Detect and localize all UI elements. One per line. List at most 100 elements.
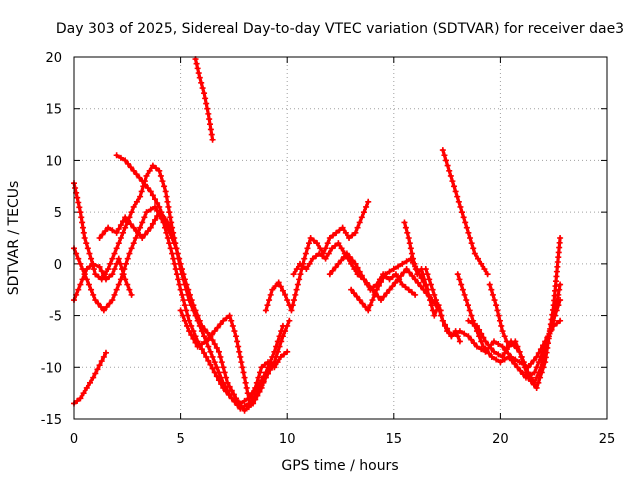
data-point [164,198,171,205]
data-point [90,260,97,267]
data-point [220,384,227,391]
data-point [467,235,474,241]
data-point [514,343,521,350]
data-point [234,338,241,345]
data-point [92,297,99,304]
data-point [362,303,369,310]
data-point [126,286,133,293]
data-point [156,203,163,210]
data-point [117,154,124,161]
data-point [329,267,336,274]
data-point [111,266,118,273]
data-point [111,250,118,257]
data-point [126,250,133,257]
data-point [537,364,544,371]
data-point [208,331,215,338]
data-point [439,317,446,324]
series-line [179,308,289,400]
x-tick-label: 15 [386,432,403,447]
data-point [303,266,310,273]
data-point [386,268,393,275]
series-arc-4 [71,255,135,304]
data-point [365,198,372,205]
data-point [439,147,446,154]
data-point [95,273,102,280]
data-point [264,302,271,309]
data-point [401,219,408,226]
data-point [207,126,214,133]
data-point [77,209,84,216]
data-point [198,341,205,348]
data-point [202,95,209,102]
data-point [480,334,487,341]
data-point [288,307,295,314]
data-point [414,279,421,286]
data-point [147,206,154,213]
data-point [351,290,358,297]
data-point [517,367,524,374]
data-point [166,229,173,236]
data-point [133,171,140,178]
data-point [211,341,218,348]
x-tick-label: 20 [492,432,509,447]
data-point [211,369,218,376]
data-point [195,70,202,77]
data-point [371,291,378,298]
data-point [209,365,216,372]
data-point [293,266,300,273]
data-point [274,359,281,366]
data-point [431,312,438,319]
data-point [243,384,250,391]
data-point [254,392,261,399]
data-point [480,343,487,350]
series-arc-15 [439,147,491,278]
data-point [353,293,360,300]
data-point [92,271,99,278]
data-point [192,307,199,314]
data-point [465,229,472,236]
data-point [88,255,95,262]
data-point [144,185,151,192]
data-point [406,240,413,247]
data-point [157,172,164,179]
data-point [271,348,278,355]
data-point [499,343,506,350]
data-point [403,258,410,265]
data-point [454,193,461,200]
data-point [557,235,564,241]
data-point [501,333,508,340]
data-point [491,348,498,355]
data-point [196,317,203,324]
data-point [541,348,548,355]
data-point [511,360,518,367]
x-tick-label: 5 [176,432,184,447]
data-point [409,255,416,262]
data-point [79,224,86,231]
data-point [115,255,122,262]
data-point [277,353,284,360]
data-point [444,325,451,332]
data-point [209,337,216,344]
data-point [499,353,506,360]
data-point [269,286,276,293]
data-point [258,364,265,371]
data-point [351,266,358,273]
series-arc-2 [71,162,293,412]
data-point [424,271,431,278]
data-point [149,162,156,169]
data-point [183,307,190,314]
data-point [436,307,443,314]
data-point [332,242,339,249]
series-line [72,164,291,411]
data-point [105,266,112,273]
data-point [518,353,525,360]
data-point [395,263,402,270]
data-point [405,235,412,241]
data-point [228,387,235,394]
data-point [213,373,220,380]
data-point [162,188,169,195]
y-tick-label: 20 [45,51,62,66]
data-point [553,302,560,309]
data-point [339,224,346,231]
data-point [107,260,114,267]
